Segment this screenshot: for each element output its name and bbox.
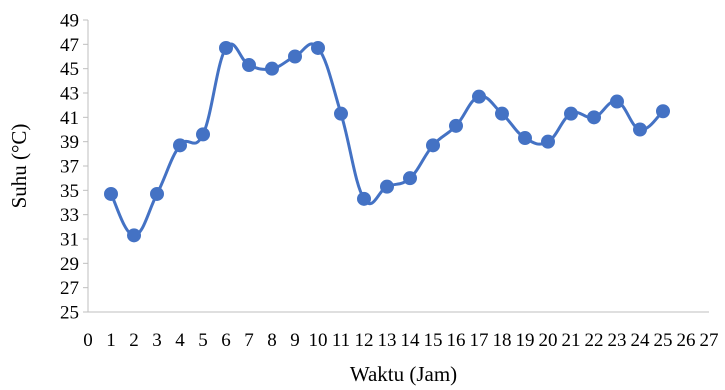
y-tick-label: 43 xyxy=(60,84,79,105)
data-point xyxy=(495,106,509,121)
y-tick-label: 31 xyxy=(60,230,79,251)
data-point xyxy=(541,134,555,149)
y-tick-label: 45 xyxy=(60,59,79,80)
x-tick-label: 25 xyxy=(654,330,673,351)
y-tick-label: 27 xyxy=(60,278,79,299)
x-tick-label: 1 xyxy=(106,330,116,351)
x-tick-label: 15 xyxy=(424,330,443,351)
x-tick-label: 18 xyxy=(493,330,512,351)
x-tick-label: 6 xyxy=(221,330,231,351)
y-tick-label: 49 xyxy=(60,11,79,32)
x-axis: 0 1 2 3 4 5 6 7 8 9 10 11 12 13 14 15 16 17 18 19 20 21 22 23 24… xyxy=(83,311,719,351)
x-tick-label: 14 xyxy=(401,330,421,351)
x-tick-label: 5 xyxy=(198,330,208,351)
data-point xyxy=(196,127,210,142)
x-tick-label: 11 xyxy=(332,330,350,351)
data-point xyxy=(587,110,601,125)
x-tick-label: 26 xyxy=(677,330,696,351)
data-point xyxy=(518,131,532,146)
data-point xyxy=(334,106,348,121)
y-tick-label: 33 xyxy=(60,205,79,226)
y-tick-label: 37 xyxy=(60,157,79,178)
data-point xyxy=(449,118,463,133)
y-tick-label: 25 xyxy=(60,303,79,324)
x-tick-label: 0 xyxy=(83,330,93,351)
data-point xyxy=(380,179,394,194)
x-tick-label: 2 xyxy=(129,330,139,351)
x-tick-label: 21 xyxy=(562,330,581,351)
series-layer xyxy=(104,40,670,243)
y-tick-label: 41 xyxy=(60,108,79,129)
x-tick-label: 23 xyxy=(608,330,627,351)
y-tick-label: 29 xyxy=(60,254,79,275)
x-tick-label: 17 xyxy=(470,330,489,351)
x-tick-label: 7 xyxy=(244,330,254,351)
data-point xyxy=(357,191,371,206)
x-tick-label: 8 xyxy=(267,330,277,351)
x-axis-title: Waktu (Jam) xyxy=(350,362,457,386)
x-tick-label: 16 xyxy=(447,330,466,351)
data-point xyxy=(656,104,670,119)
x-tick-label: 19 xyxy=(516,330,535,351)
data-point xyxy=(265,61,279,76)
x-tick-label: 27 xyxy=(700,330,719,351)
data-point xyxy=(633,122,647,137)
data-point xyxy=(150,186,164,201)
data-point xyxy=(426,138,440,153)
y-axis: 25 27 29 31 33 35 37 39 41 43 45 47 49 xyxy=(60,11,89,324)
x-tick-label: 24 xyxy=(631,330,651,351)
data-point xyxy=(127,228,141,243)
x-tick-label: 13 xyxy=(378,330,397,351)
x-tick-label: 10 xyxy=(309,330,328,351)
data-point xyxy=(564,106,578,121)
x-tick-label: 12 xyxy=(355,330,374,351)
data-point xyxy=(311,40,325,55)
x-tick-label: 22 xyxy=(585,330,604,351)
data-point xyxy=(610,94,624,109)
data-point xyxy=(173,138,187,153)
x-tick-label: 4 xyxy=(175,330,185,351)
y-axis-title: Suhu (°C) xyxy=(7,124,31,209)
data-point xyxy=(219,40,233,55)
data-point xyxy=(288,49,302,64)
x-tick-label: 9 xyxy=(290,330,300,351)
x-tick-label: 3 xyxy=(152,330,162,351)
data-point xyxy=(403,171,417,186)
series-line xyxy=(109,42,665,237)
x-tick-label: 20 xyxy=(539,330,558,351)
y-tick-label: 47 xyxy=(60,35,79,56)
data-point xyxy=(472,89,486,104)
y-tick-label: 35 xyxy=(60,181,79,202)
data-point xyxy=(104,186,118,201)
data-point xyxy=(242,58,256,73)
y-tick-label: 39 xyxy=(60,132,79,153)
